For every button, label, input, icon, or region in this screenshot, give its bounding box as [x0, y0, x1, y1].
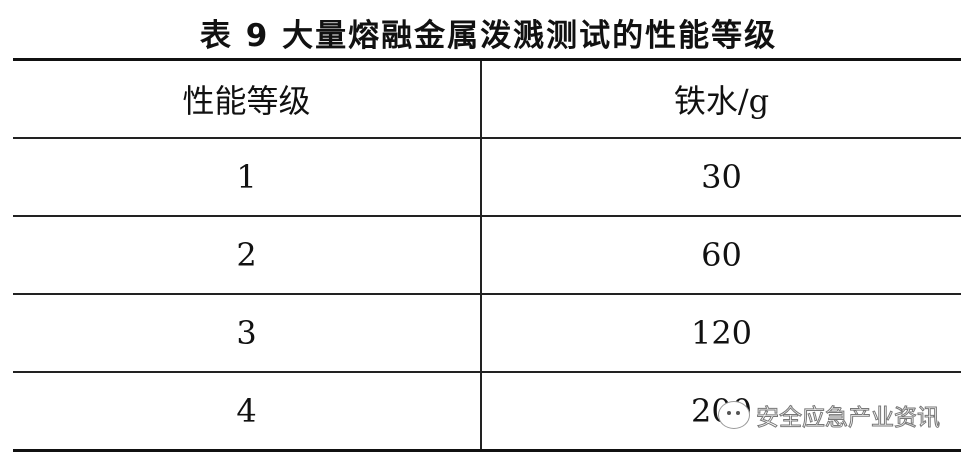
cell-iron: 30	[481, 138, 961, 217]
header-molten-iron: 铁水/g	[481, 59, 961, 139]
table-row: 1 30	[13, 138, 961, 217]
wechat-icon	[718, 401, 750, 429]
watermark: 安全应急产业资讯	[718, 398, 941, 432]
cell-iron: 120	[481, 294, 961, 373]
cell-iron: 60	[481, 216, 961, 295]
table-title: 表 9 大量熔融金属泼溅测试的性能等级	[199, 18, 778, 54]
table-row: 3 120	[13, 294, 961, 373]
watermark-text: 安全应急产业资讯	[756, 405, 941, 432]
cell-grade: 1	[13, 138, 482, 217]
header-grade: 性能等级	[13, 59, 482, 139]
performance-table: 性能等级 铁水/g 1 30 2 60 3 120 4 200	[13, 58, 961, 452]
cell-grade: 3	[13, 294, 482, 373]
cell-grade: 4	[13, 372, 482, 452]
table-row: 2 60	[13, 216, 961, 295]
cell-grade: 2	[13, 216, 482, 295]
table-header-row: 性能等级 铁水/g	[13, 59, 961, 139]
